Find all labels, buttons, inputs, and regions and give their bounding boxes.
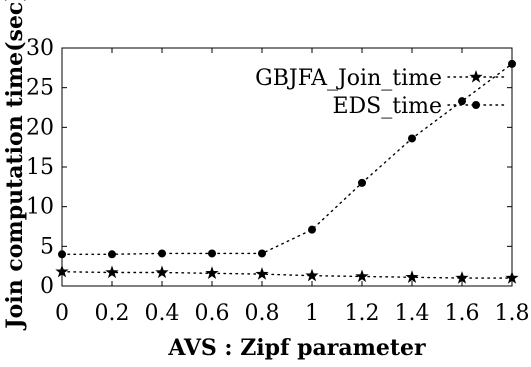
x-tick-label: 1.6: [445, 301, 480, 326]
series-1-point: [505, 271, 519, 284]
series-line-2: [61, 63, 513, 255]
legend-marker-1: [469, 70, 483, 83]
series-2-point: [308, 225, 316, 234]
series-2-point: [258, 249, 266, 258]
legend-marker-2: [472, 101, 480, 109]
series-1-point: [105, 265, 119, 279]
x-tick-label: 1.4: [395, 301, 430, 326]
plot-area: 0 5 10 15 20 25 30 0 0.2 0.4 0.6 0.8 1 1.2 1.4 1.6 1.8 GB…: [26, 36, 530, 326]
y-tick-label: 25: [26, 76, 54, 101]
series-2-point: [58, 250, 66, 259]
x-tick-label: 1.2: [345, 301, 380, 326]
y-tick-label: 10: [26, 195, 54, 220]
x-tick-label: 0.8: [245, 301, 280, 326]
x-tick-label: 1.8: [495, 301, 530, 326]
x-axis-title: AVS : Zipf parameter: [167, 335, 426, 361]
series-2-point: [508, 59, 516, 68]
series-1-point: [205, 266, 219, 279]
y-tick-label: 30: [26, 36, 54, 61]
x-tick-label: 0.6: [195, 301, 230, 326]
series-1-point: [455, 271, 469, 284]
series-2-point: [158, 249, 166, 258]
legend-label-1: GBJFA_Join_time: [255, 66, 442, 91]
x-tick-label: 0.2: [95, 301, 130, 326]
y-tick-label: 20: [26, 115, 54, 140]
x-tick-label: 1: [305, 301, 319, 326]
y-tick-label: 15: [26, 155, 54, 180]
series-line-1: [61, 271, 513, 279]
x-tick-label: 0.4: [145, 301, 180, 326]
series-2-point: [458, 97, 466, 106]
legend-label-2: EDS_time: [332, 94, 442, 119]
series-2-point: [358, 178, 366, 187]
series-1-point: [405, 270, 419, 283]
y-tick-label: 0: [40, 274, 54, 299]
series-1-point: [355, 269, 369, 283]
y-tick-label: 5: [40, 234, 54, 259]
series-2-point: [108, 250, 116, 259]
series-1-point: [155, 265, 169, 279]
series-2-point: [208, 249, 216, 258]
series-1-point: [255, 267, 269, 280]
x-tick-label: 0: [55, 301, 69, 326]
series-1-point: [305, 268, 319, 282]
y-axis-title: Join computation time(sec): [2, 0, 28, 331]
series-2-point: [408, 134, 416, 143]
series-1-point: [55, 264, 69, 278]
